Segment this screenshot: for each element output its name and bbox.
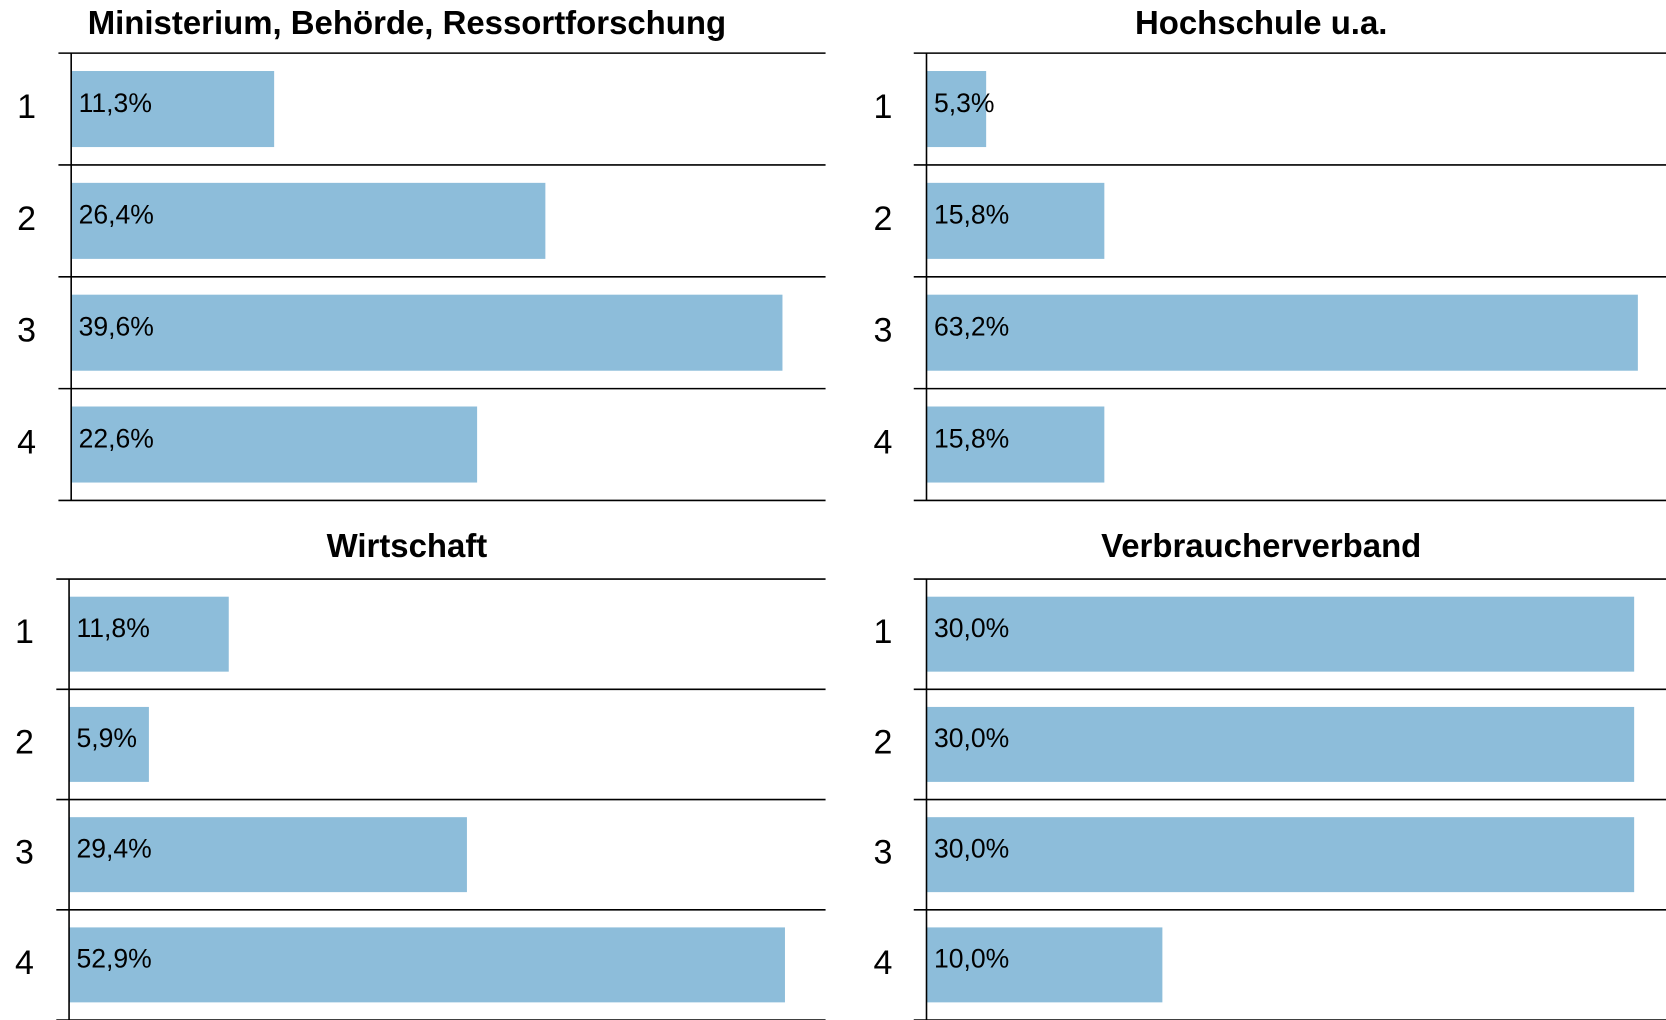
bar [926,706,1635,782]
bar [926,71,987,148]
y-tick-label: 3 [873,834,892,872]
y-tick-label: 2 [15,723,34,761]
value-label: 11,8% [77,613,150,643]
y-tick-label: 4 [873,424,892,462]
y-tick-label: 4 [15,944,34,982]
value-label: 63,2% [934,311,1009,341]
bar [926,406,1105,483]
value-label: 30,0% [934,723,1009,753]
y-tick-label: 1 [873,88,892,126]
value-label: 39,6% [79,311,154,341]
bar [926,817,1635,893]
bar [926,596,1635,672]
y-tick-label: 2 [873,200,892,238]
bar [926,927,1163,1003]
bar [69,596,229,672]
bar [69,817,467,893]
y-tick-label: 4 [17,424,36,462]
y-tick-label: 3 [873,312,892,350]
y-tick-label: 3 [17,312,36,350]
bar [71,406,478,483]
value-label: 30,0% [934,613,1009,643]
y-tick-label: 2 [17,200,36,238]
bar [71,294,783,371]
y-tick-label: 3 [15,834,34,872]
value-label: 5,3% [934,88,995,118]
chart-title: Verbraucherverband [1101,527,1421,564]
value-label: 30,0% [934,833,1009,863]
value-label: 22,6% [79,423,154,453]
bar [71,71,275,148]
value-label: 15,8% [934,423,1009,453]
bar [71,182,546,259]
value-label: 52,9% [77,944,152,974]
chart-title: Ministerium, Behörde, Ressortforschung [88,4,726,41]
y-tick-label: 1 [17,88,36,126]
y-tick-label: 1 [873,613,892,651]
value-label: 15,8% [934,200,1009,230]
value-label: 26,4% [79,200,154,230]
value-label: 10,0% [934,944,1009,974]
bar [926,294,1638,371]
chart-title: Wirtschaft [327,527,488,564]
y-tick-label: 2 [873,723,892,761]
bar [69,706,149,782]
value-label: 5,9% [77,723,138,753]
y-tick-label: 4 [873,944,892,982]
chart-title: Hochschule u.a. [1135,4,1387,41]
bar [69,927,785,1003]
value-label: 11,3% [79,88,152,118]
value-label: 29,4% [77,833,152,863]
y-tick-label: 1 [15,613,34,651]
bar [926,182,1105,259]
